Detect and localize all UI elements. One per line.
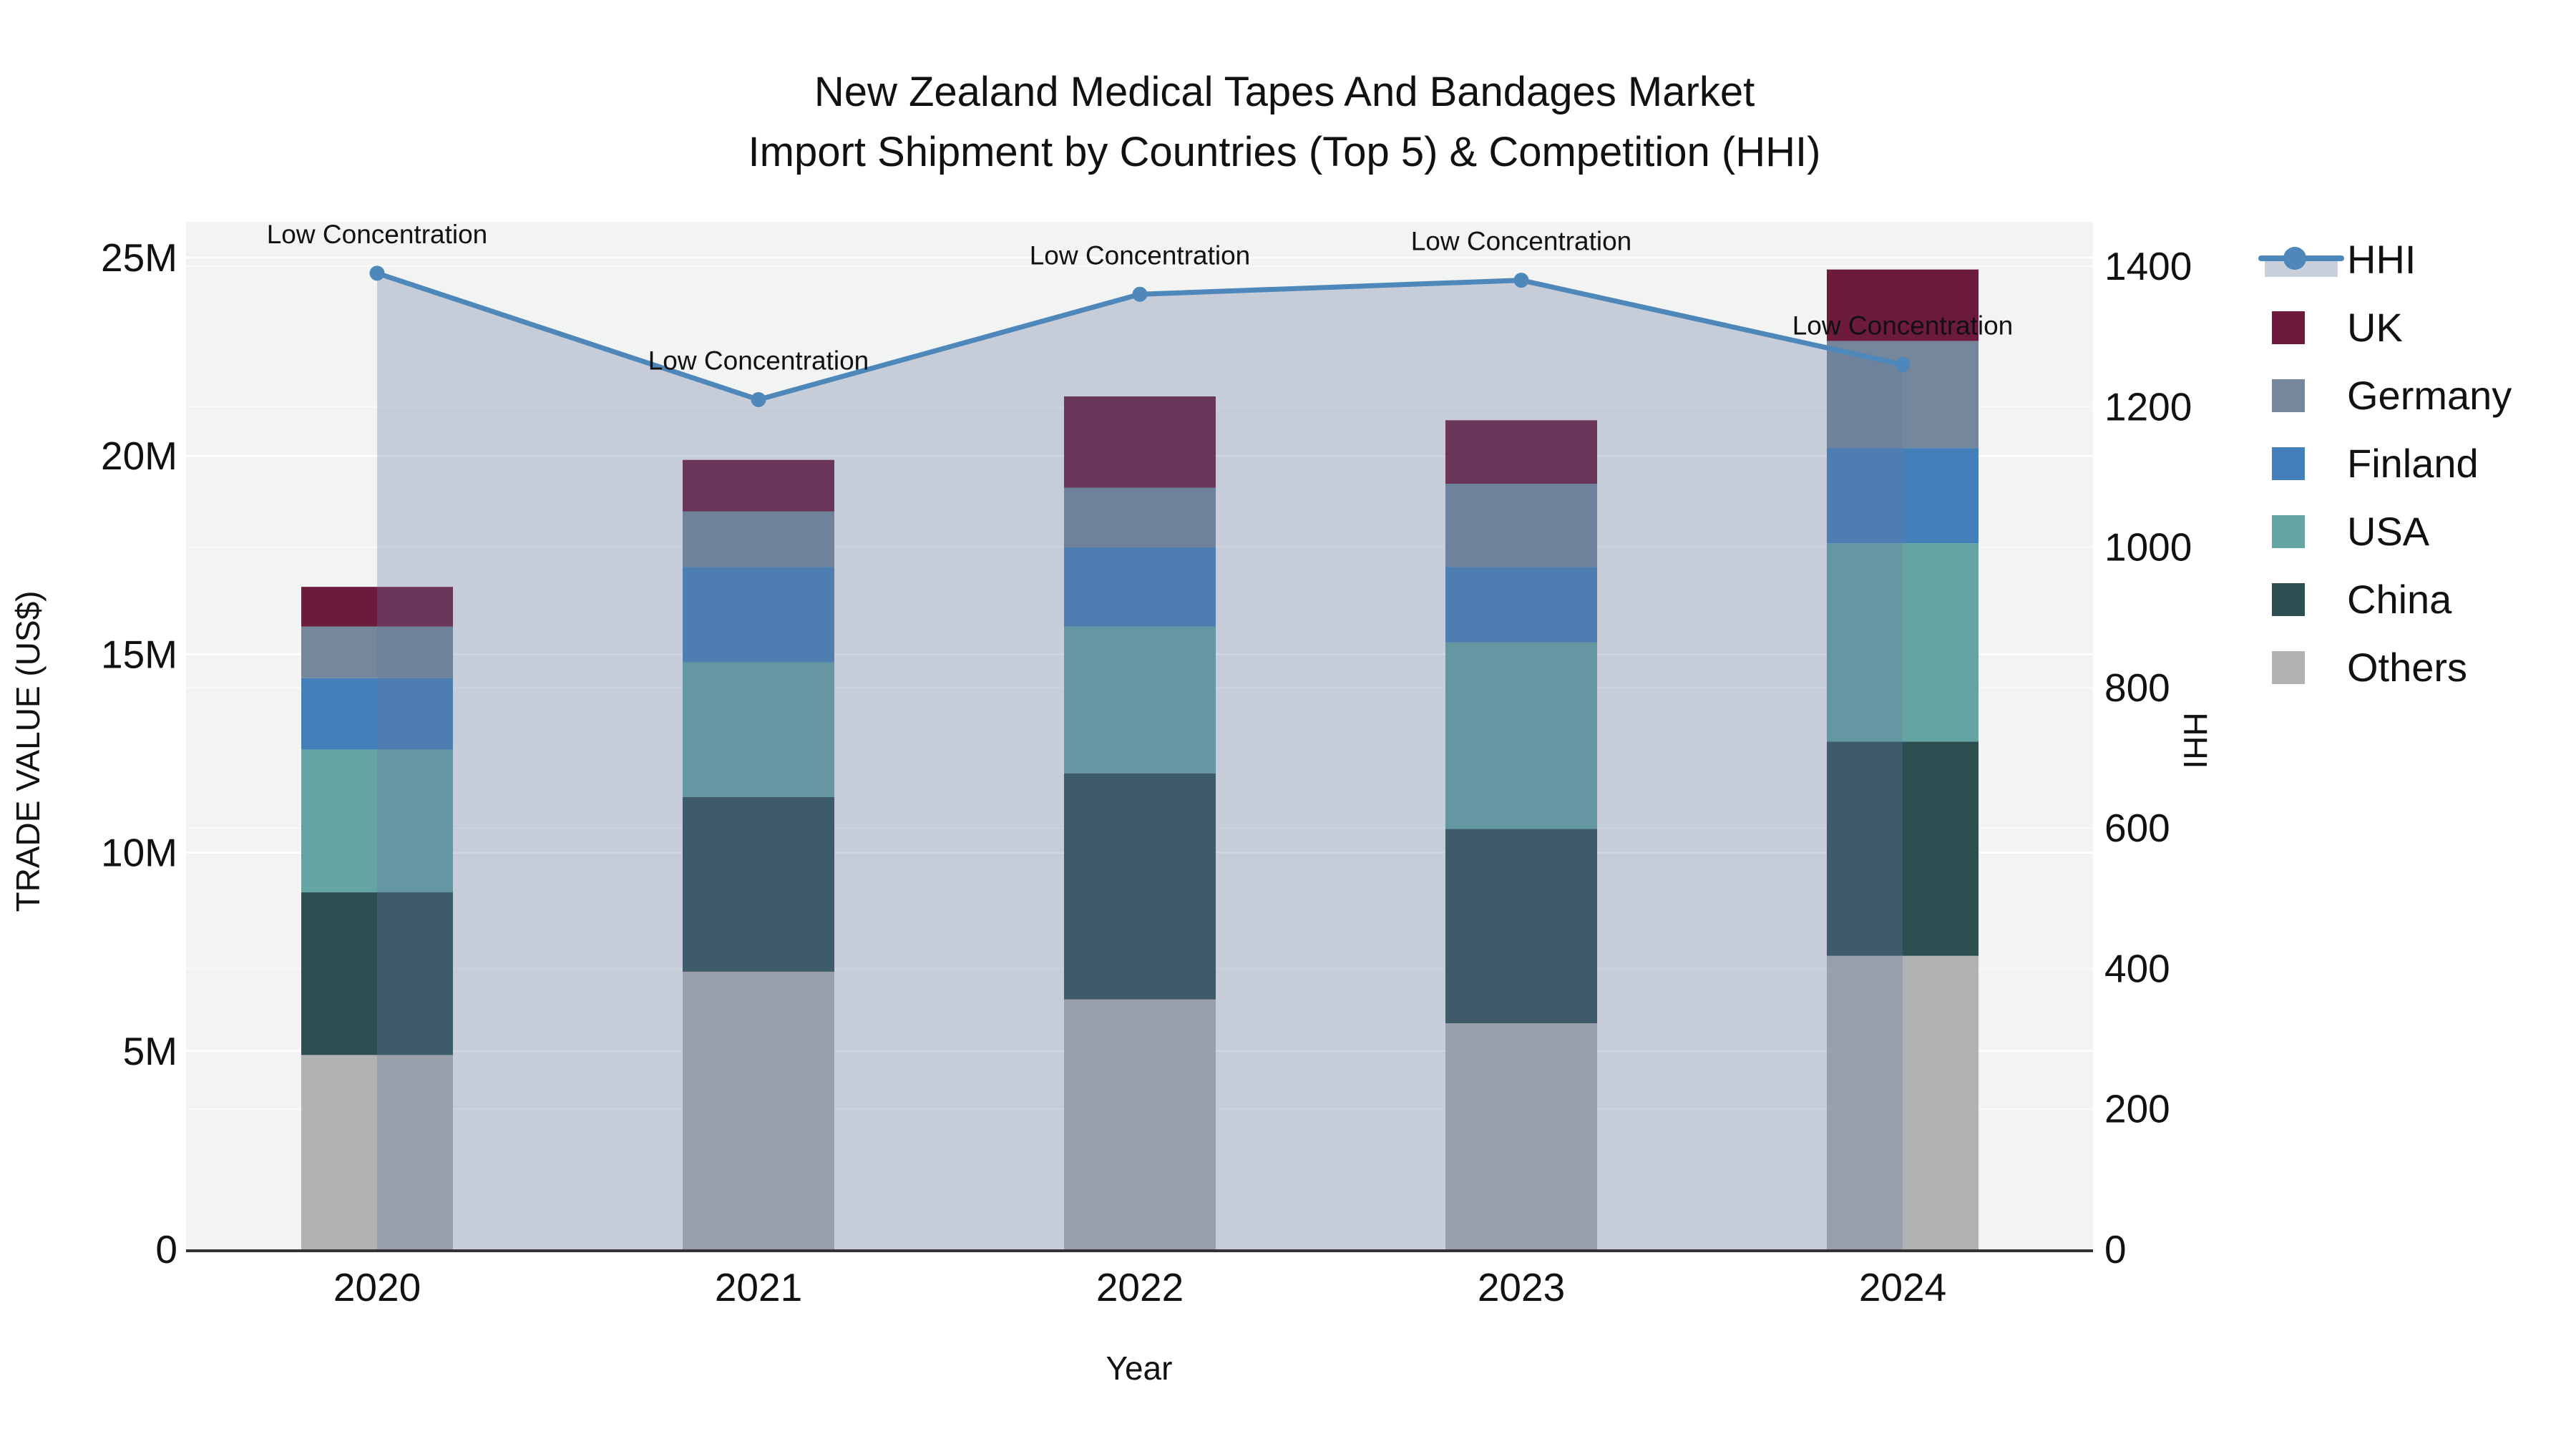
legend-item-usa[interactable]: USA bbox=[2272, 509, 2430, 554]
bar-segment-china-2024[interactable] bbox=[1827, 741, 1979, 956]
plot-area: Low Concentration Low Concentration Low Co… bbox=[101, 220, 2192, 1309]
annotation-2021: Low Concentration bbox=[648, 346, 869, 375]
y-tick-0: 0 bbox=[155, 1227, 177, 1272]
x-tick-2023: 2023 bbox=[1478, 1265, 1565, 1309]
bar-segment-others-2021[interactable] bbox=[683, 971, 834, 1249]
bar-segment-finland-2020[interactable] bbox=[301, 678, 453, 750]
bar-segment-uk-2020[interactable] bbox=[301, 587, 453, 627]
bar-segment-others-2020[interactable] bbox=[301, 1055, 453, 1249]
bar-segment-uk-2021[interactable] bbox=[683, 459, 834, 512]
hhi-marker-2024[interactable] bbox=[1895, 356, 1911, 372]
legend-label-usa: USA bbox=[2347, 509, 2430, 554]
y2-tick-0: 0 bbox=[2104, 1227, 2127, 1272]
x-tick-2021: 2021 bbox=[715, 1265, 802, 1309]
hhi-marker-2022[interactable] bbox=[1132, 286, 1148, 302]
bar-segment-china-2021[interactable] bbox=[683, 796, 834, 972]
y-tick-20M: 20M bbox=[101, 434, 177, 478]
bar-segment-china-2022[interactable] bbox=[1064, 773, 1216, 1000]
legend-swatch-usa bbox=[2272, 515, 2305, 548]
x-tick-2024: 2024 bbox=[1859, 1265, 1946, 1309]
legend-label-germany: Germany bbox=[2347, 373, 2512, 418]
bar-segment-usa-2021[interactable] bbox=[683, 662, 834, 797]
y2-tick-400: 400 bbox=[2104, 946, 2170, 990]
legend-label-hhi: HHI bbox=[2347, 237, 2416, 282]
bar-segment-usa-2023[interactable] bbox=[1445, 642, 1597, 829]
y2-tick-600: 600 bbox=[2104, 806, 2170, 850]
bar-segment-finland-2024[interactable] bbox=[1827, 448, 1979, 544]
y2-tick-1400: 1400 bbox=[2104, 244, 2192, 288]
annotation-2020: Low Concentration bbox=[267, 220, 488, 249]
legend-item-germany[interactable]: Germany bbox=[2272, 373, 2512, 418]
bar-segment-usa-2022[interactable] bbox=[1064, 626, 1216, 774]
y2-tick-1000: 1000 bbox=[2104, 525, 2192, 570]
legend: HHI UK Germany Finland USA China Others bbox=[2258, 237, 2512, 690]
bar-segment-usa-2024[interactable] bbox=[1827, 543, 1979, 742]
y-tick-5M: 5M bbox=[123, 1029, 177, 1073]
bar-segment-uk-2024[interactable] bbox=[1827, 269, 1979, 341]
y2-tick-1200: 1200 bbox=[2104, 384, 2192, 429]
legend-item-uk[interactable]: UK bbox=[2272, 305, 2403, 350]
legend-item-china[interactable]: China bbox=[2272, 577, 2452, 622]
bar-segment-germany-2021[interactable] bbox=[683, 511, 834, 567]
bar-segment-germany-2020[interactable] bbox=[301, 626, 453, 678]
y-tick-10M: 10M bbox=[101, 831, 177, 875]
x-tick-2020: 2020 bbox=[333, 1265, 421, 1309]
bar-segment-germany-2022[interactable] bbox=[1064, 487, 1216, 547]
y2-axis-title: HHI bbox=[2177, 712, 2214, 769]
bar-segment-usa-2020[interactable] bbox=[301, 749, 453, 893]
legend-swatch-china bbox=[2272, 583, 2305, 616]
y2-tick-800: 800 bbox=[2104, 665, 2170, 710]
legend-label-uk: UK bbox=[2347, 305, 2403, 350]
bar-segment-others-2023[interactable] bbox=[1445, 1023, 1597, 1249]
bar-segment-finland-2023[interactable] bbox=[1445, 567, 1597, 643]
y2-tick-200: 200 bbox=[2104, 1087, 2170, 1131]
hhi-marker-2021[interactable] bbox=[751, 391, 766, 407]
hhi-area-fill bbox=[377, 273, 1903, 1249]
legend-hhi-marker-icon bbox=[2283, 247, 2306, 270]
annotation-2022: Low Concentration bbox=[1030, 240, 1251, 270]
y-tick-25M: 25M bbox=[101, 235, 177, 280]
bar-segment-finland-2022[interactable] bbox=[1064, 547, 1216, 627]
bar-segment-others-2022[interactable] bbox=[1064, 999, 1216, 1249]
legend-label-finland: Finland bbox=[2347, 441, 2479, 486]
chart-title-line1: New Zealand Medical Tapes And Bandages M… bbox=[814, 69, 1755, 115]
legend-swatch-finland bbox=[2272, 447, 2305, 480]
bar-segment-china-2020[interactable] bbox=[301, 892, 453, 1055]
bar-segment-china-2023[interactable] bbox=[1445, 829, 1597, 1023]
hhi-marker-2020[interactable] bbox=[369, 265, 385, 281]
chart-title-line2: Import Shipment by Countries (Top 5) & C… bbox=[748, 129, 1821, 175]
bar-segment-uk-2022[interactable] bbox=[1064, 396, 1216, 488]
bar-segment-uk-2023[interactable] bbox=[1445, 420, 1597, 484]
x-axis-title: Year bbox=[1106, 1350, 1173, 1387]
annotation-2024: Low Concentration bbox=[1792, 311, 2014, 340]
legend-item-finland[interactable]: Finland bbox=[2272, 441, 2479, 486]
legend-label-others: Others bbox=[2347, 645, 2467, 690]
bar-segment-germany-2023[interactable] bbox=[1445, 484, 1597, 567]
annotation-2023: Low Concentration bbox=[1411, 227, 1632, 256]
legend-item-others[interactable]: Others bbox=[2272, 645, 2467, 690]
hhi-marker-2023[interactable] bbox=[1513, 273, 1529, 288]
legend-swatch-others bbox=[2272, 651, 2305, 684]
legend-swatch-uk bbox=[2272, 311, 2305, 344]
legend-item-hhi[interactable]: HHI bbox=[2258, 237, 2416, 282]
bar-segment-others-2024[interactable] bbox=[1827, 955, 1979, 1249]
legend-swatch-germany bbox=[2272, 379, 2305, 412]
bar-segment-finland-2021[interactable] bbox=[683, 567, 834, 663]
y-axis-title: TRADE VALUE (US$) bbox=[9, 590, 47, 912]
legend-label-china: China bbox=[2347, 577, 2452, 622]
y-tick-15M: 15M bbox=[101, 632, 177, 676]
x-tick-2022: 2022 bbox=[1096, 1265, 1184, 1309]
